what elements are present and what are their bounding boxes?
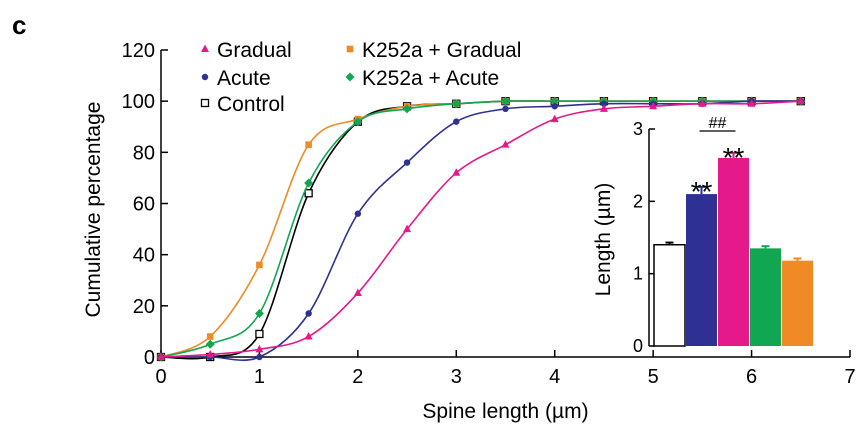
- data-point: [346, 45, 354, 53]
- y-tick-label: 120: [122, 40, 155, 62]
- x-tick-label: 2: [352, 366, 363, 388]
- data-point: [402, 104, 412, 114]
- data-point: [501, 96, 510, 106]
- data-point: [451, 99, 461, 109]
- legend: Gradual Acute Control K252a + Gradual K252a …: [200, 39, 521, 116]
- y-tick-label: 60: [133, 194, 155, 216]
- inset-y-tick-label: 0: [633, 336, 643, 356]
- inset-bar-group: [782, 257, 813, 346]
- legend-entry: Acute: [201, 67, 271, 90]
- inset-bar-group: [653, 241, 686, 347]
- inset-y-tick-label: 1: [633, 264, 643, 284]
- data-point: [256, 261, 263, 269]
- y-tick-label: 100: [122, 91, 155, 113]
- legend-label: K252a + Gradual: [362, 39, 521, 62]
- comparison-marker: ##: [709, 115, 727, 132]
- x-tick-label: 5: [648, 366, 659, 388]
- significance-marker: **: [691, 176, 713, 207]
- data-point: [256, 353, 263, 361]
- x-tick-label: 1: [254, 366, 265, 388]
- series-line: [160, 100, 801, 358]
- data-point: [345, 72, 355, 82]
- y-axis-label: Cumulative percentage: [82, 102, 105, 318]
- data-point: [796, 96, 805, 105]
- data-point: [747, 99, 756, 107]
- data-point: [254, 309, 264, 319]
- data-point: [550, 114, 559, 123]
- data-point: [200, 98, 210, 108]
- series-line: [160, 100, 801, 358]
- legend-entry: Control: [200, 93, 285, 116]
- y-tick-label: 20: [133, 296, 155, 318]
- panel-label: c: [12, 10, 26, 40]
- inset-axes: 0 1 2 3: [633, 119, 655, 356]
- series-gradual: [157, 96, 805, 360]
- inset-bar: [782, 260, 813, 346]
- legend-label: Acute: [217, 67, 271, 90]
- legend-label: K252a + Acute: [362, 67, 499, 90]
- legend-entry: K252a + Acute: [345, 67, 499, 90]
- data-point: [453, 118, 460, 125]
- data-point: [403, 159, 411, 166]
- x-tick-label: 4: [549, 366, 560, 388]
- data-point: [201, 73, 209, 81]
- data-point: [403, 224, 412, 233]
- data-point: [304, 189, 313, 198]
- x-tick-label: 6: [746, 366, 757, 388]
- data-point: [255, 344, 264, 353]
- inset-y-tick-label: 2: [633, 191, 643, 211]
- inset-bar: [750, 248, 781, 346]
- data-point: [550, 96, 560, 106]
- legend-label: Gradual: [217, 39, 292, 62]
- data-point: [206, 333, 214, 340]
- x-tick-label: 7: [844, 366, 855, 388]
- inset-bar-group: [686, 185, 717, 346]
- data-point: [305, 141, 312, 148]
- inset-y-tick-label: 3: [633, 119, 643, 139]
- data-point: [157, 352, 165, 360]
- inset-bar-group: [718, 151, 749, 346]
- inset-bar: [686, 194, 717, 346]
- main-series: [156, 96, 806, 362]
- inset-bar: [718, 157, 749, 346]
- x-tick-label: 0: [155, 366, 166, 388]
- y-tick-label: 40: [133, 245, 155, 267]
- x-tick-label: 3: [451, 366, 462, 388]
- x-axis-label: Spine length (µm): [422, 400, 588, 423]
- data-point: [304, 332, 313, 340]
- data-point: [551, 103, 558, 110]
- data-point: [501, 140, 510, 148]
- legend-label: Control: [217, 93, 285, 116]
- inset-bar: [653, 243, 686, 347]
- data-point: [206, 349, 215, 358]
- y-tick-label: 0: [144, 347, 155, 369]
- data-point: [255, 329, 264, 339]
- data-point: [304, 178, 314, 188]
- inset-bar-group: [750, 245, 781, 346]
- data-point: [452, 168, 461, 176]
- legend-entry: K252a + Gradual: [346, 39, 521, 62]
- data-point: [698, 99, 707, 107]
- data-point: [353, 288, 362, 297]
- inset-bars: ** ** ##: [653, 115, 813, 347]
- data-point: [600, 100, 608, 107]
- data-point: [353, 117, 363, 127]
- significance-marker: **: [723, 142, 745, 173]
- legend-entry: Gradual: [201, 39, 292, 62]
- inset-y-axis-label: Length (µm): [592, 183, 615, 297]
- data-point: [354, 210, 362, 217]
- y-tick-label: 80: [133, 142, 155, 164]
- data-point: [599, 104, 608, 112]
- data-point: [502, 105, 509, 113]
- data-point: [649, 101, 658, 110]
- data-point: [205, 339, 215, 349]
- inset-bar-chart: 0 1 2 3 ** ** ## Length (µm): [592, 115, 813, 356]
- data-point: [201, 44, 209, 52]
- data-point: [305, 310, 312, 317]
